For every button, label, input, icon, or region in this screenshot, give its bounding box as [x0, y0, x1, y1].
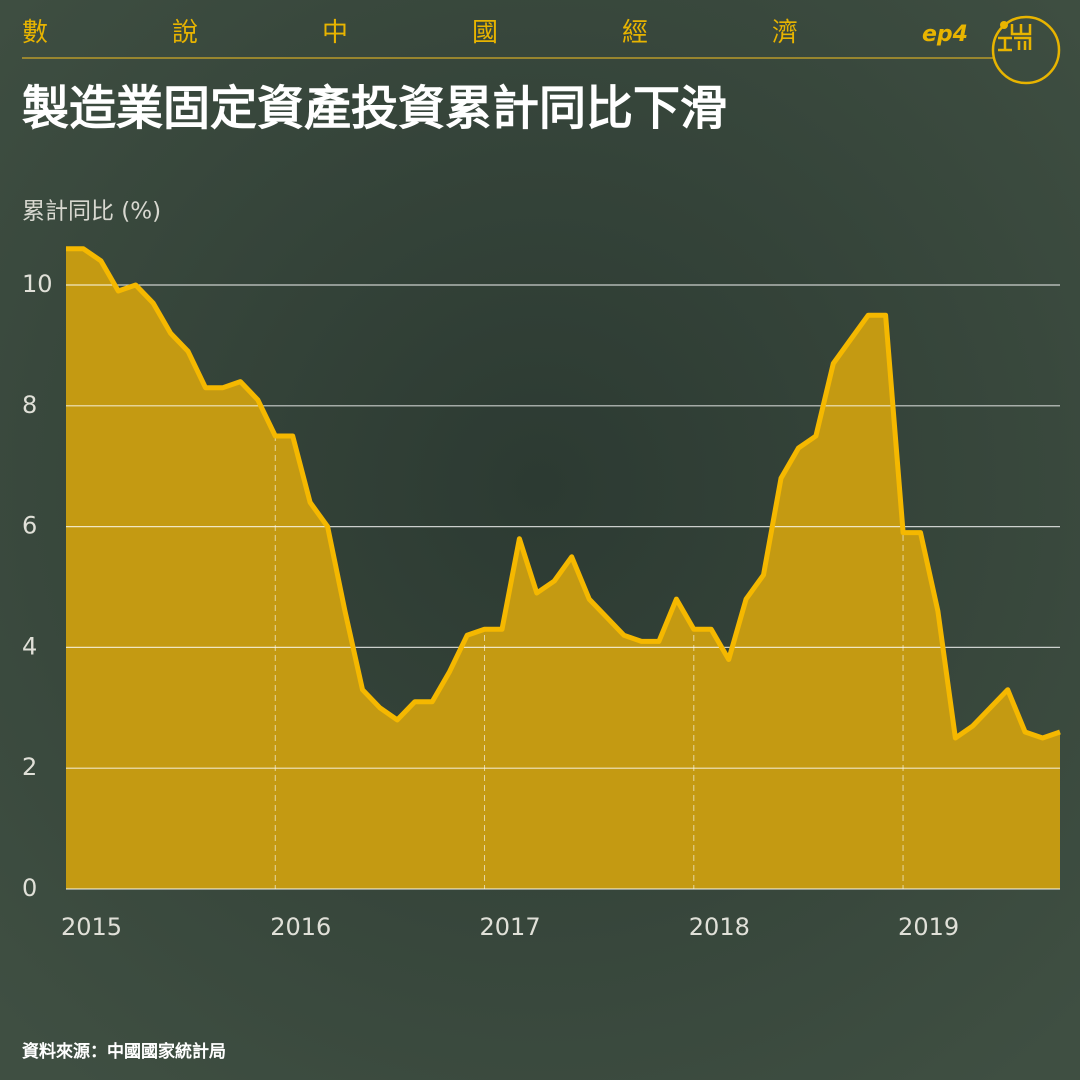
y-tick-label: 10 — [22, 270, 53, 298]
y-tick-label: 4 — [22, 632, 37, 660]
y-tick-label: 6 — [22, 512, 37, 540]
y-tick-label: 8 — [22, 391, 37, 419]
x-tick-label: 2015 — [61, 913, 122, 941]
y-tick-label: 0 — [22, 874, 37, 902]
line — [66, 246, 1061, 741]
y-axis-label: 累計同比 (%) — [22, 199, 161, 225]
plot: 2015 2016 2017 2018 2019 0 2 4 6 8 10 — [22, 246, 1061, 941]
y-tick-label: 2 — [22, 753, 37, 781]
logo — [991, 15, 1061, 85]
series-title: 數說中國經濟 — [22, 18, 922, 48]
source: 資料來源：中國國家統計局 — [22, 1041, 226, 1062]
x-tick-label: 2016 — [270, 913, 331, 941]
x-tick-label: 2019 — [898, 913, 959, 941]
x-tick-label: 2017 — [480, 913, 541, 941]
x-tick-label: 2018 — [689, 913, 750, 941]
episode: ep4 — [922, 22, 968, 47]
chart-title: 製造業固定資產投資累計同比下滑 — [22, 82, 727, 137]
